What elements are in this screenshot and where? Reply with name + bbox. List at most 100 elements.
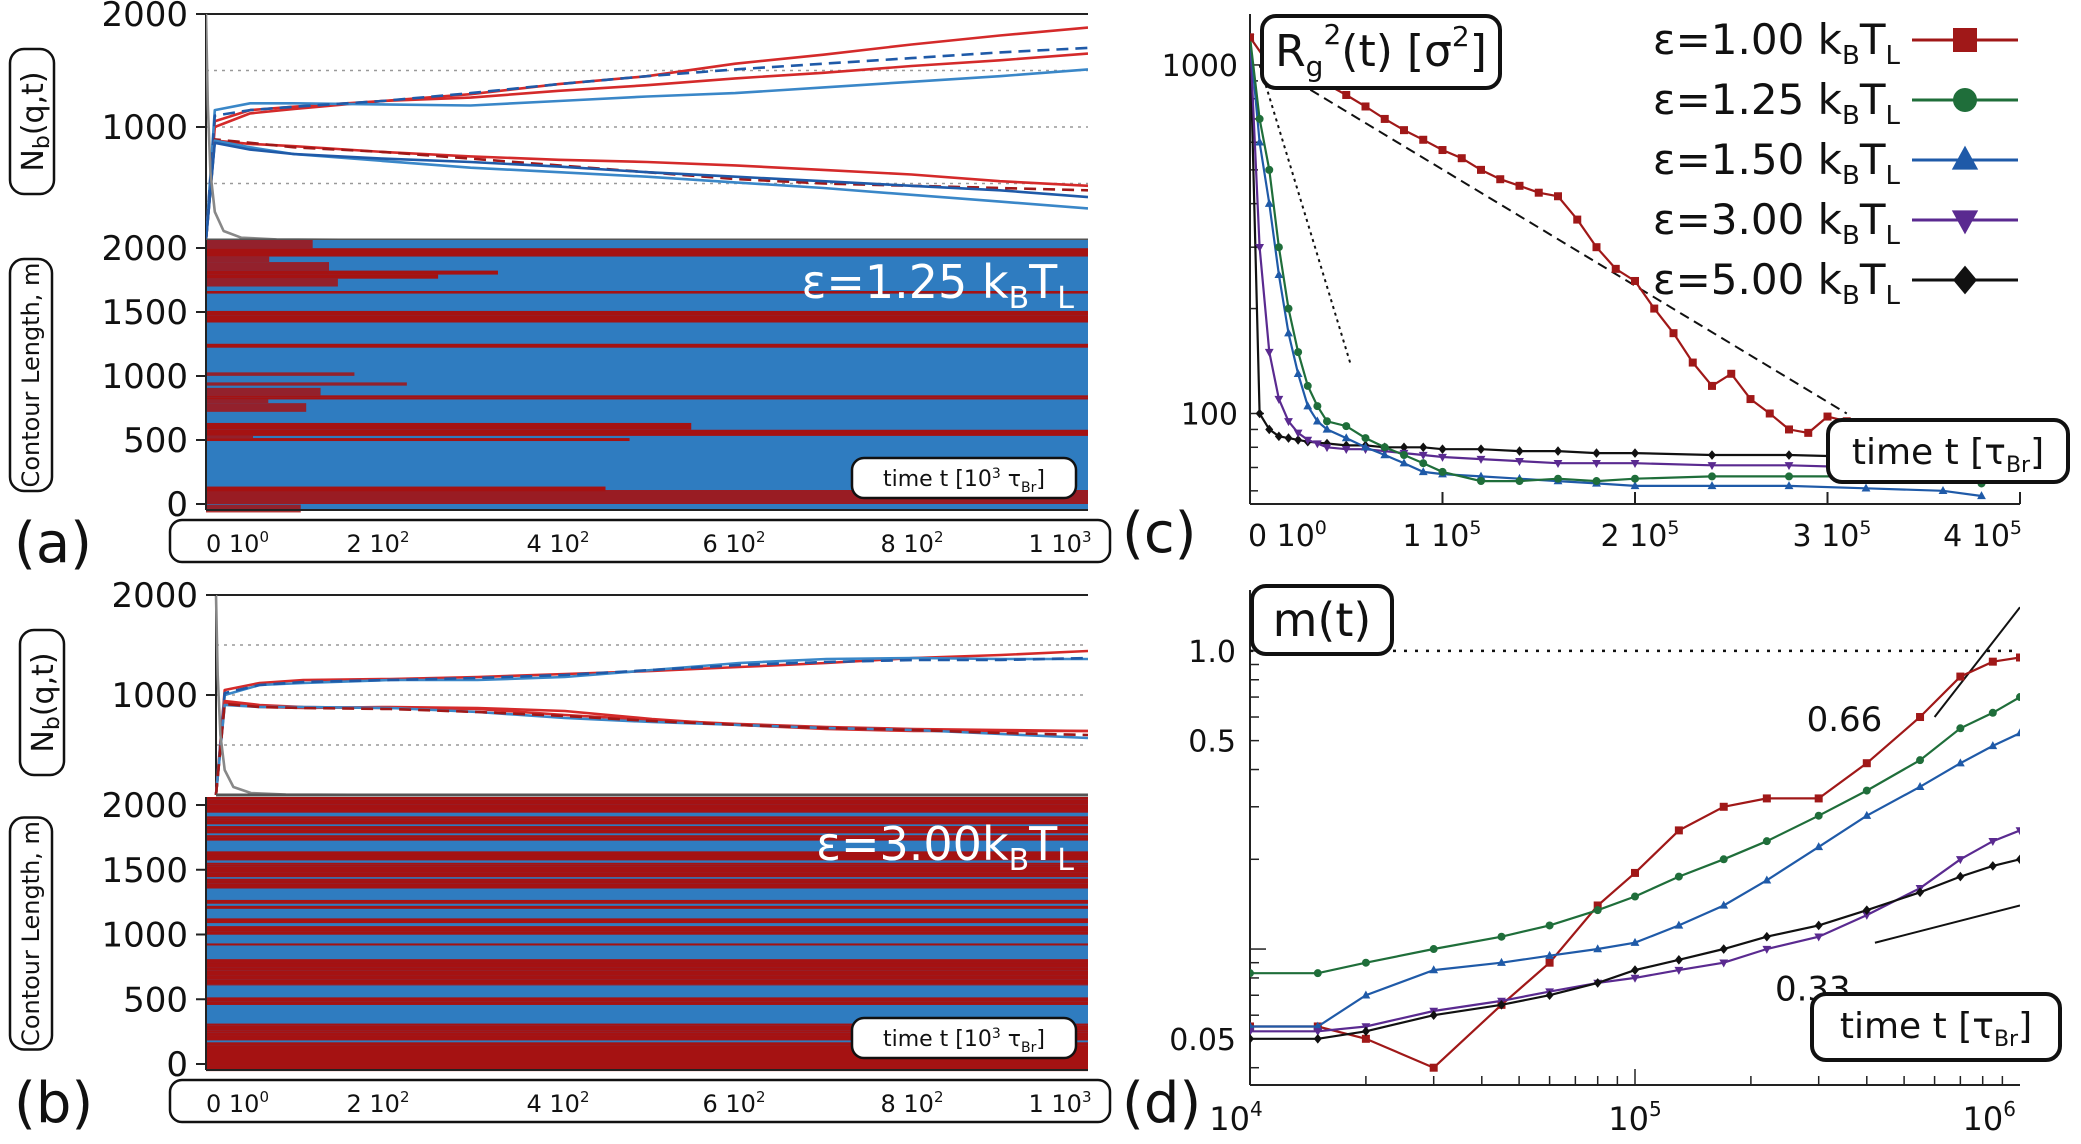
panel-b-kymo-heatmap-band	[206, 947, 1088, 960]
panel-c-marker	[1707, 462, 1717, 471]
panel-c-marker	[1361, 434, 1370, 443]
panel-a-kymo-panel: 2000 1500 1000 500 0 Contour Length, m ε=1.25 …	[8, 229, 1112, 576]
panel-b-kymo-y-tick-label: 500	[123, 980, 188, 1020]
panel-c-marker	[1264, 348, 1274, 357]
panel-a-kymo-xtick-box	[168, 518, 1112, 564]
panel-d-marker	[1719, 900, 1729, 909]
panel-c-marker	[1554, 474, 1562, 483]
panel-c-guide-line	[1268, 64, 1848, 415]
panel-c-marker	[1284, 418, 1293, 427]
panel-c-marker	[1631, 448, 1639, 458]
panel-c-legend-marker	[1953, 88, 1977, 112]
panel-c-x-tick-label: 2 105	[1601, 517, 1680, 554]
panel-c-marker	[1438, 146, 1447, 155]
panel-d-title-box	[1250, 584, 1394, 656]
panel-a-top-ylabel: Nb(q,t)	[16, 71, 55, 171]
panel-b-top-series-line	[214, 699, 1088, 795]
panel-c-marker	[1553, 460, 1563, 469]
panel-d-marker	[1956, 672, 1965, 681]
panel-c-marker	[1631, 276, 1639, 285]
panel-b-kymo-heatmap-band	[206, 1035, 1088, 1041]
panel-b-kymo-heatmap-band	[206, 883, 1088, 889]
panel-b-kymo-heatmap-band	[206, 818, 1088, 821]
panel-c-marker	[1477, 477, 1485, 486]
panel-c-marker	[1341, 433, 1351, 442]
panel-c-marker	[1250, 33, 1254, 42]
panel-c-marker	[1630, 481, 1640, 490]
panel-d-marker	[1956, 724, 1965, 733]
panel-d-marker	[1429, 945, 1438, 954]
panel-c-xlabel: time t [τBr]	[1852, 432, 2044, 478]
panel-c-marker	[1294, 435, 1303, 445]
panel-b-top-ylabel-box	[18, 628, 66, 777]
panel-d-marker	[1593, 944, 1603, 953]
panel-c-marker	[1438, 444, 1447, 454]
panel-a-top-series-line	[206, 139, 1088, 240]
panel-c-marker	[1785, 450, 1793, 460]
panel-c-x-tick-label: 4 105	[1943, 517, 2022, 554]
panel-d-marker	[1593, 906, 1602, 915]
panel-d-marker	[1814, 794, 1823, 803]
panel-b-kymo-ylabel: Contour Length, m	[17, 821, 45, 1046]
panel-b-kymo-heatmap-band	[206, 996, 1088, 1002]
panel-d-marker	[2016, 653, 2020, 662]
panel-c-marker	[1765, 409, 1774, 418]
panel-b-kymo-x-tick-label: 0 100	[206, 1088, 269, 1118]
panel-c-marker	[1977, 491, 1986, 500]
panel-c-marker	[1418, 467, 1428, 476]
panel-b-kymo-heatmap-band	[206, 1032, 1088, 1036]
panel-d-x-tick-label: 105	[1608, 1097, 1661, 1138]
panel-c-marker	[1274, 431, 1283, 442]
panel-c-marker	[1380, 450, 1390, 459]
panel-c-marker	[1785, 472, 1793, 481]
panel-d-marker	[1361, 958, 1370, 967]
panel-c-marker	[1265, 424, 1274, 435]
panel-d-marker	[1545, 958, 1554, 967]
panel-d-marker	[1250, 969, 1254, 978]
panel-a-kymo-heatmap-band	[206, 397, 1088, 400]
panel-c-marker	[1630, 460, 1640, 469]
panel-b-kymo-heatmap-band	[206, 837, 1088, 841]
panel-d-marker	[1762, 794, 1771, 803]
panel-a-kymo-heatmap-band	[206, 290, 1088, 294]
panel-c-marker	[1457, 154, 1466, 163]
panel-d-marker	[1916, 887, 1925, 898]
panel-a-kymo-time-box	[850, 456, 1078, 500]
panel-a-kymo-heatmap-band	[206, 262, 330, 271]
panel-b-top-ylabel: Nb(q,t)	[26, 652, 65, 752]
panel-d-marker	[1429, 965, 1439, 974]
panel-d-marker	[1361, 1026, 1370, 1037]
panel-c-xlabel-box	[1826, 418, 2070, 484]
panel-b-kymo-heatmap-band	[206, 967, 1088, 971]
panel-b-kymo-heatmap-band	[206, 1023, 1088, 1026]
panel-a-top-series-line	[206, 141, 1088, 240]
panel-b-kymo-y-tick-label: 2000	[101, 786, 188, 826]
panel-c-legend-marker	[1951, 145, 1979, 170]
panel-c-marker	[1341, 445, 1351, 454]
panel-d-marker	[1862, 905, 1871, 915]
panel-d-marker	[1631, 965, 1639, 975]
panel-b-kymo-heatmap-band	[206, 931, 1088, 935]
panel-d-xlabel-box	[1810, 992, 2062, 1062]
panel-c-guide-line	[1258, 64, 1352, 363]
panel-c-marker	[1303, 381, 1312, 390]
panel-b-kymo-heatmap-band	[206, 880, 1088, 884]
panel-a-kymo-heatmap-band	[206, 278, 338, 287]
panel-d-marker	[1250, 1034, 1254, 1044]
panel-c-marker	[1688, 358, 1697, 367]
panel-d-marker	[1862, 786, 1871, 795]
panel-c-marker	[1785, 425, 1793, 434]
panel-b-kymo-heatmap-band	[206, 1001, 1088, 1005]
panel-a-kymo-heatmap-band	[206, 429, 1088, 436]
panel-d-marker	[1631, 868, 1639, 877]
panel-a-kymo-heatmap-band	[206, 315, 1088, 323]
panel-d-marker	[1545, 990, 1554, 1001]
panel-c-marker	[1399, 458, 1409, 467]
panel-b-kymo-annotation: ε=3.00kBTL	[816, 817, 1074, 878]
panel-a-kymo-heatmap-band	[206, 240, 313, 249]
panel-b-kymo-heatmap-band	[206, 1025, 1088, 1031]
panel-b-kymo-x-tick-label: 8 102	[881, 1088, 944, 1118]
panel-d-marker	[1674, 920, 1684, 929]
panel-c-y-tick-label: 100	[1181, 397, 1238, 432]
panel-a-kymo-heatmap-band	[206, 387, 321, 396]
